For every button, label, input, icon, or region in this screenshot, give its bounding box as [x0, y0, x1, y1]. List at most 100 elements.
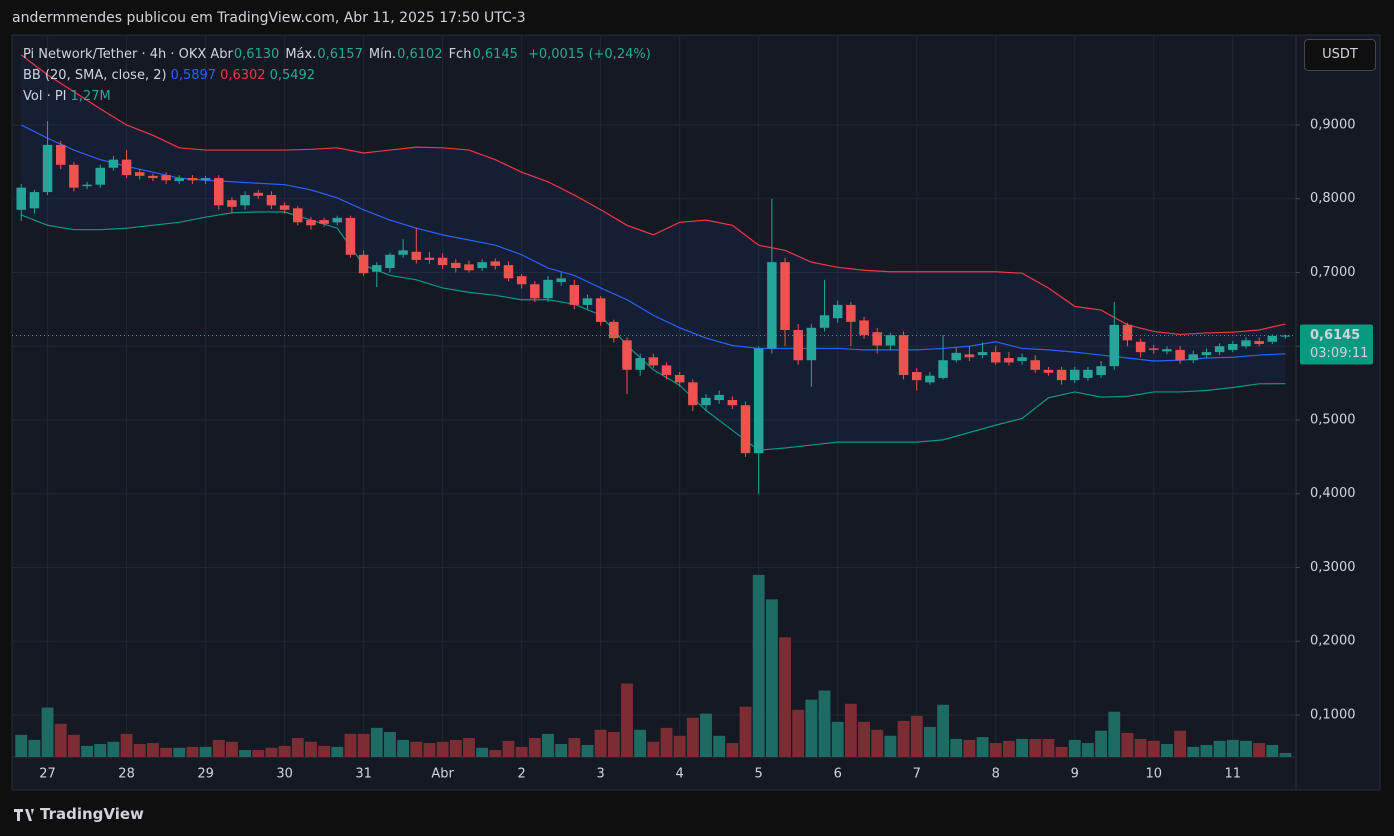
bb-upper	[20, 54, 1286, 336]
candle-body	[464, 264, 474, 271]
volume-bar	[621, 683, 633, 757]
volume-bar	[81, 745, 93, 757]
volume-bar	[923, 726, 936, 757]
volume-bar	[291, 738, 304, 757]
currency-button[interactable]: USDT	[1304, 39, 1376, 71]
x-tick-label: 10	[1145, 767, 1162, 782]
volume-bar	[212, 739, 225, 757]
y-tick-label: 0,7000	[1310, 265, 1356, 280]
candle-body	[174, 178, 184, 182]
candle-body	[69, 164, 79, 188]
candle-body	[714, 394, 724, 401]
volume-bar	[1108, 711, 1121, 757]
volume-bar	[1161, 744, 1173, 757]
candle-body	[306, 220, 316, 226]
x-tick-label: 2	[518, 767, 526, 782]
volume-bar	[331, 746, 344, 757]
candle-body	[569, 285, 580, 305]
volume-bar	[120, 733, 133, 757]
volume-bar	[831, 721, 844, 757]
candle-body	[991, 352, 1001, 363]
volume-bar	[515, 746, 528, 757]
candle-body	[661, 365, 672, 375]
volume-bar	[818, 690, 831, 757]
x-tick-label: 27	[39, 767, 56, 782]
candle-body	[385, 254, 395, 269]
candle-body	[951, 352, 961, 361]
candle-body	[977, 352, 988, 356]
volume-bar	[305, 741, 317, 757]
candle-body	[161, 175, 171, 181]
volume-bar	[963, 739, 976, 757]
volume-bar	[1187, 746, 1200, 757]
brand: TradingView	[40, 805, 144, 823]
volume-bar	[1240, 740, 1252, 757]
candle-body	[740, 405, 751, 454]
ohlc-items: Abr0,6130 Máx.0,6157 Mín.0,6102 Fch0,6145	[210, 47, 524, 62]
candle-body	[819, 315, 830, 328]
bb-value: 0,5897	[170, 68, 217, 83]
volume-bar	[370, 727, 383, 757]
symbol: Pi Network/Tether · 4h · OKX	[23, 47, 207, 62]
candle-body	[832, 304, 843, 319]
chart-frame	[11, 34, 1381, 791]
logo	[14, 809, 34, 821]
volume-bar	[568, 738, 581, 757]
candle-body	[29, 192, 40, 209]
legend-row: BB (20, SMA, close, 2) 0,5897 0,6302 0,5492	[23, 65, 655, 86]
candle-body	[108, 159, 119, 168]
candle-body	[1030, 360, 1040, 370]
volume-bar	[1082, 743, 1094, 757]
x-tick-label: 4	[676, 767, 684, 782]
candle-body	[1149, 348, 1159, 350]
volume-bar	[989, 743, 1002, 757]
candle-body	[964, 354, 975, 358]
byline: andermmendes publicou em TradingView.com…	[12, 10, 526, 26]
candle-body	[1175, 349, 1185, 361]
volume-bar	[937, 704, 949, 757]
candle-body	[148, 175, 158, 179]
x-tick-label: 29	[197, 767, 214, 782]
volume-bar	[133, 744, 146, 757]
volume-bar	[713, 735, 726, 757]
volume-bar	[686, 717, 699, 757]
volume-bar	[107, 741, 120, 757]
volume-bar	[594, 729, 607, 757]
volume-bar	[581, 744, 594, 757]
y-tick-label: 0,1000	[1310, 707, 1356, 722]
y-tick-label: 0,3000	[1310, 560, 1356, 575]
candle-body	[1122, 324, 1133, 341]
last-price-tag	[1300, 324, 1373, 365]
candle-body	[187, 178, 198, 181]
candle-body	[622, 340, 632, 370]
x-tick-label: 7	[913, 767, 921, 782]
bb-value: 0,5492	[269, 68, 316, 83]
x-tick-label: 5	[755, 767, 763, 782]
change: +0,0015 (+0,24%)	[527, 47, 651, 62]
candle-body	[293, 208, 303, 223]
volume-bar	[871, 729, 884, 757]
x-tick-label: 30	[276, 767, 293, 782]
volume-bar	[186, 746, 199, 757]
last-price-label: 0,6145	[1310, 328, 1360, 343]
volume-bar	[1147, 740, 1160, 757]
candle-body	[595, 298, 606, 322]
volume-bar	[897, 720, 910, 757]
candle-body	[55, 144, 66, 165]
volume-bar	[1121, 732, 1134, 757]
volume-bar	[910, 715, 923, 757]
volume-bar	[844, 703, 857, 757]
candle-body	[266, 195, 277, 206]
volume-bar	[1253, 743, 1266, 757]
legend-label: Máx.	[285, 47, 317, 62]
volume-bar	[489, 750, 502, 757]
volume-bar	[1266, 744, 1279, 757]
legend-label: Fch	[448, 47, 472, 62]
volume-bar	[252, 750, 265, 757]
volume-bar	[528, 738, 541, 757]
candle-body	[42, 144, 53, 193]
volume-bar	[792, 709, 805, 757]
x-tick-label: 8	[992, 767, 1000, 782]
volume-bar	[67, 734, 80, 757]
volume-bar	[28, 739, 41, 757]
